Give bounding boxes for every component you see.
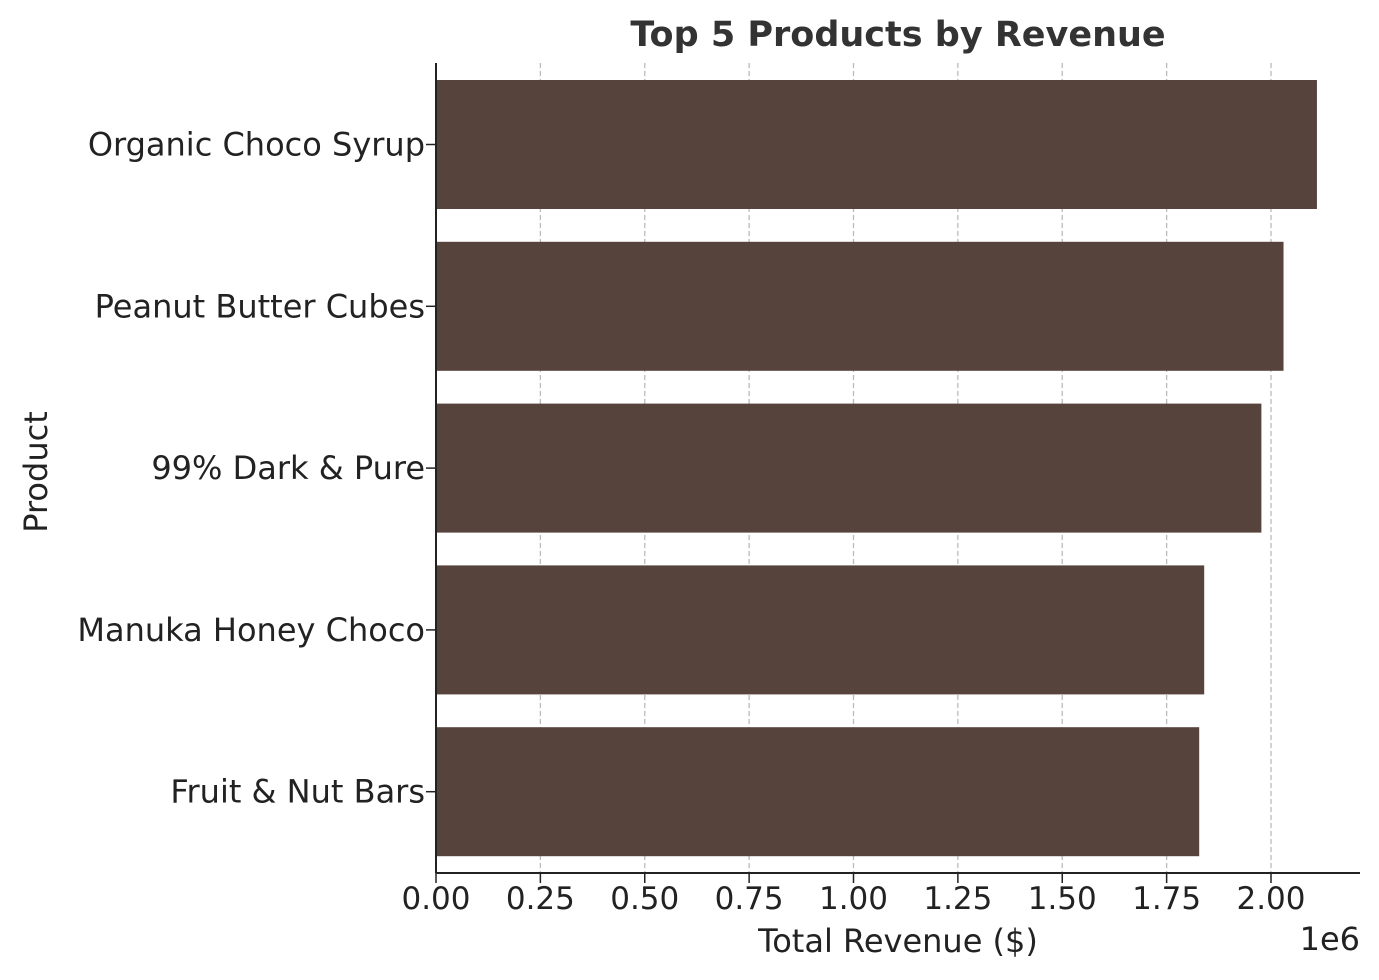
y-axis-title: Product (17, 411, 55, 533)
x-tick-label: 1.00 (819, 881, 888, 917)
bar (436, 241, 1284, 371)
x-tick-label: 0.00 (401, 881, 470, 917)
x-axis-title: Total Revenue ($) (757, 922, 1038, 960)
x-tick-label: 0.50 (610, 881, 679, 917)
x-tick-label: 0.75 (715, 881, 784, 917)
y-tick-label: Peanut Butter Cubes (95, 287, 425, 325)
x-tick-label: 1.75 (1132, 881, 1201, 917)
tick-layer: Organic Choco Syrup Peanut Butter Cubes 99… (77, 126, 1305, 918)
x-tick-label: 0.25 (506, 881, 575, 917)
y-tick-label: Manuka Honey Choco (77, 611, 425, 649)
bar (436, 80, 1317, 209)
x-tick-label: 1.25 (923, 881, 992, 917)
x-axis-scale-label: 1e6 (1300, 920, 1360, 958)
bar (436, 403, 1262, 533)
chart-title: Top 5 Products by Revenue (630, 15, 1165, 55)
bar (436, 565, 1205, 695)
x-tick-label: 2.00 (1236, 881, 1305, 917)
y-tick-label: Organic Choco Syrup (88, 126, 425, 164)
x-tick-label: 1.50 (1028, 881, 1097, 917)
y-tick-label: Fruit & Nut Bars (170, 773, 425, 811)
bar-layer (436, 80, 1317, 857)
y-tick-label: 99% Dark & Pure (151, 449, 425, 487)
bar (436, 727, 1200, 857)
